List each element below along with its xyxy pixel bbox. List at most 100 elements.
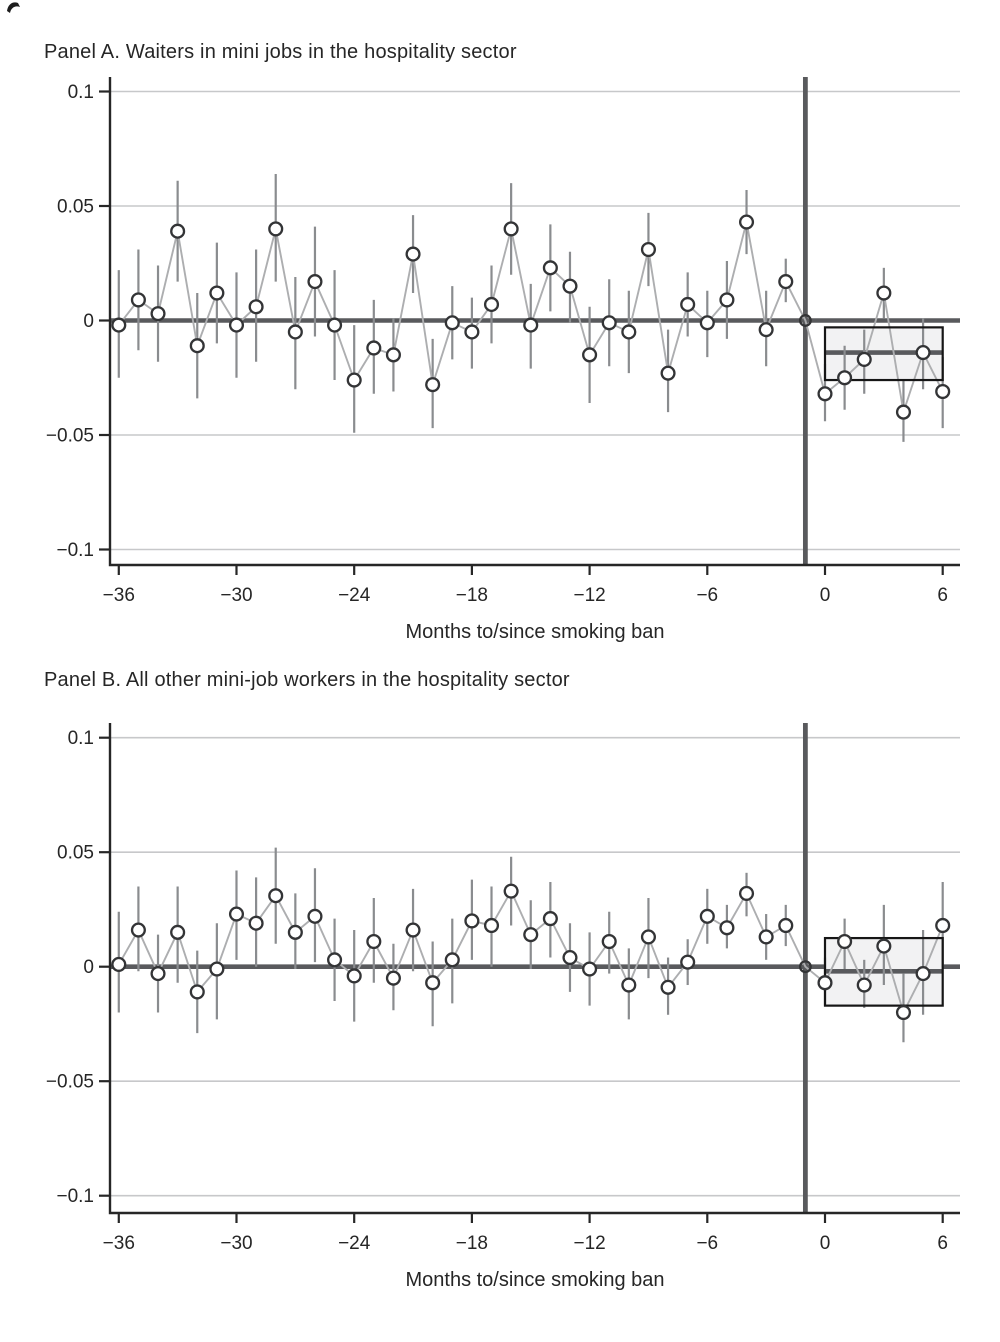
estimate-point xyxy=(699,315,715,331)
estimate-point xyxy=(523,927,539,943)
estimate-point xyxy=(562,949,578,966)
estimate-point xyxy=(346,968,362,984)
axis-spines xyxy=(108,723,960,1215)
estimate-point xyxy=(876,285,892,301)
estimate-point xyxy=(719,292,735,308)
estimate-point xyxy=(170,924,186,940)
reference-point xyxy=(798,314,812,327)
estimate-point xyxy=(876,938,892,954)
estimate-point xyxy=(366,340,382,356)
estimate-point xyxy=(621,977,637,993)
estimate-point xyxy=(738,214,755,230)
reference-point xyxy=(798,960,812,974)
panel-b-chart: 0.1 0.05 0 −0.05 −0.1 −36 −30 −24 −18 −12 −6 0 6 Mont… xyxy=(46,723,960,1291)
estimate-point xyxy=(601,933,617,950)
estimate-point xyxy=(778,274,794,290)
y-tick-label: 0.1 xyxy=(68,82,94,103)
estimate-point xyxy=(385,970,401,986)
estimate-point xyxy=(228,317,245,333)
estimate-point xyxy=(189,984,205,1000)
estimate-point xyxy=(268,888,284,904)
x-tick-label: −18 xyxy=(456,585,488,606)
estimate-point xyxy=(856,351,872,367)
estimate-point xyxy=(405,922,421,938)
estimate-point xyxy=(621,324,637,340)
gridlines xyxy=(110,90,960,551)
estimate-point xyxy=(483,917,500,934)
estimate-point xyxy=(405,246,421,262)
estimate-point xyxy=(111,317,127,333)
estimate-point xyxy=(895,404,912,420)
error-bars xyxy=(117,173,944,442)
x-tick-label: −30 xyxy=(220,585,252,606)
estimate-point xyxy=(130,922,146,938)
x-tick-label: −24 xyxy=(338,1233,371,1254)
estimate-point xyxy=(778,917,794,934)
print-artifact xyxy=(7,2,20,13)
estimate-point xyxy=(660,365,676,381)
y-tick-label: 0 xyxy=(83,957,94,978)
estimate-point xyxy=(856,977,872,993)
estimate-point xyxy=(248,915,264,931)
x-tick-label: −6 xyxy=(696,585,718,606)
estimate-point xyxy=(307,908,323,924)
estimate-point xyxy=(150,306,166,322)
estimate-point xyxy=(130,292,146,308)
x-tick-label: 0 xyxy=(820,585,831,606)
x-tick-label: −36 xyxy=(103,1233,135,1254)
estimate-point xyxy=(111,956,127,972)
y-tick-label: 0.05 xyxy=(57,197,94,218)
estimate-point xyxy=(346,372,362,388)
estimate-point xyxy=(287,924,303,940)
estimate-point xyxy=(425,975,441,991)
y-tick-label: 0 xyxy=(83,311,94,332)
axes: 0.1 0.05 0 −0.05 −0.1 −36 −30 −24 −18 −12 −6 0 6 Mont… xyxy=(46,723,960,1291)
x-tick-label: −18 xyxy=(456,1233,488,1254)
post-average-box-border xyxy=(823,326,944,382)
y-tick-label: −0.1 xyxy=(56,1186,94,1207)
estimate-point xyxy=(425,377,441,393)
x-axis-title: Months to/since smoking ban xyxy=(405,621,664,643)
estimate-point xyxy=(228,906,245,922)
estimate-point xyxy=(758,929,774,945)
x-axis-title: Months to/since smoking ban xyxy=(405,1269,664,1291)
panel-b-title: Panel B. All other mini-job workers in t… xyxy=(44,669,570,691)
estimate-point xyxy=(287,324,303,340)
x-tick-label: 6 xyxy=(937,585,948,606)
estimate-point xyxy=(758,322,774,338)
data-points xyxy=(111,214,951,420)
gridlines xyxy=(110,736,960,1197)
estimate-point xyxy=(307,274,323,290)
estimate-point xyxy=(660,979,676,995)
y-tick-label: 0.05 xyxy=(57,843,94,864)
estimate-point xyxy=(817,386,833,402)
x-tick-label: 0 xyxy=(820,1233,831,1254)
post-average-box-border xyxy=(823,936,944,1007)
estimate-point xyxy=(895,1004,912,1021)
estimate-point xyxy=(640,929,656,945)
x-tick-label: −12 xyxy=(573,585,605,606)
estimate-point xyxy=(601,315,617,331)
estimate-point xyxy=(209,961,225,977)
x-tick-label: 6 xyxy=(937,1233,948,1254)
error-bars xyxy=(117,847,944,1043)
estimate-point xyxy=(150,966,166,982)
x-tick-label: −24 xyxy=(338,585,371,606)
estimate-point xyxy=(837,370,853,386)
estimate-point xyxy=(385,347,401,363)
estimate-point xyxy=(209,285,225,301)
panel-a-chart: 0.1 0.05 0 −0.05 −0.1 −36 −30 −24 −18 −12 −6 0 6 Mont… xyxy=(46,77,960,643)
axes: 0.1 0.05 0 −0.05 −0.1 −36 −30 −24 −18 −12 −6 0 6 Mont… xyxy=(46,77,960,643)
estimate-point xyxy=(523,317,539,333)
y-tick-label: −0.05 xyxy=(46,1072,94,1093)
estimate-point xyxy=(542,911,558,927)
estimate-point xyxy=(935,383,951,400)
axis-spines xyxy=(108,77,960,567)
estimate-point xyxy=(699,908,715,924)
estimate-point xyxy=(738,885,755,901)
estimate-point xyxy=(680,296,696,313)
estimate-point xyxy=(582,347,598,363)
estimate-point xyxy=(464,913,480,929)
x-tick-label: −30 xyxy=(220,1233,252,1254)
